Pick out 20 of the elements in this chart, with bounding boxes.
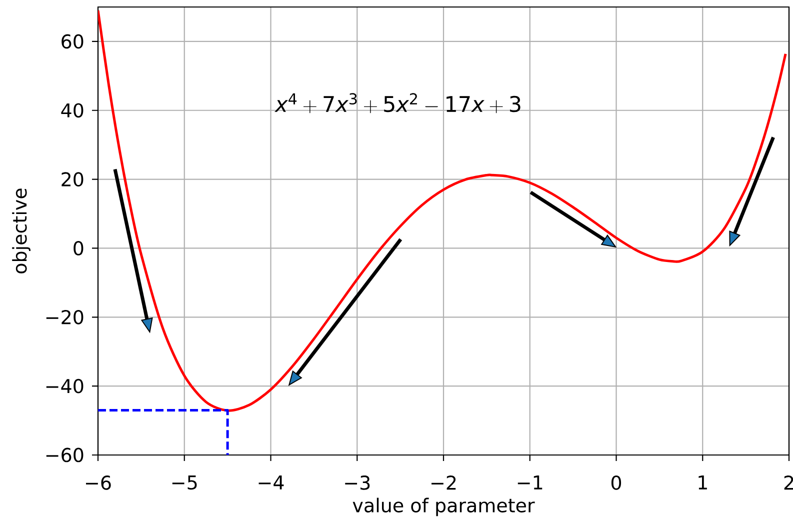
x-tick-label: −3 [345,476,370,490]
y-tick-label: 40 [61,103,84,118]
line-series [98,9,787,412]
x-axis-title: value of parameter [352,498,535,516]
y-tick-label: −20 [46,310,84,324]
y-axis-title: objective [12,188,30,274]
x-tick-label: −4 [258,476,284,490]
y-tick-label: −60 [46,448,84,462]
x-tick-label: −1 [518,476,542,490]
y-tick-label: −40 [46,378,84,394]
x-tick-label: −2 [432,476,456,490]
y-tick-label: 0 [74,241,84,256]
y-tick-label: 20 [62,172,84,186]
x-tick-label: 1 [698,476,707,490]
y-tick-label: 60 [62,34,84,49]
x-tick-label: −6 [86,476,111,490]
annotation: $x^4 + 7x^3 + 5x^2 - 17x + 3$ [274,93,520,114]
x-tick-label: 2 [784,476,793,490]
x-tick-label: 0 [611,476,622,490]
x-tick-label: −5 [172,476,197,490]
